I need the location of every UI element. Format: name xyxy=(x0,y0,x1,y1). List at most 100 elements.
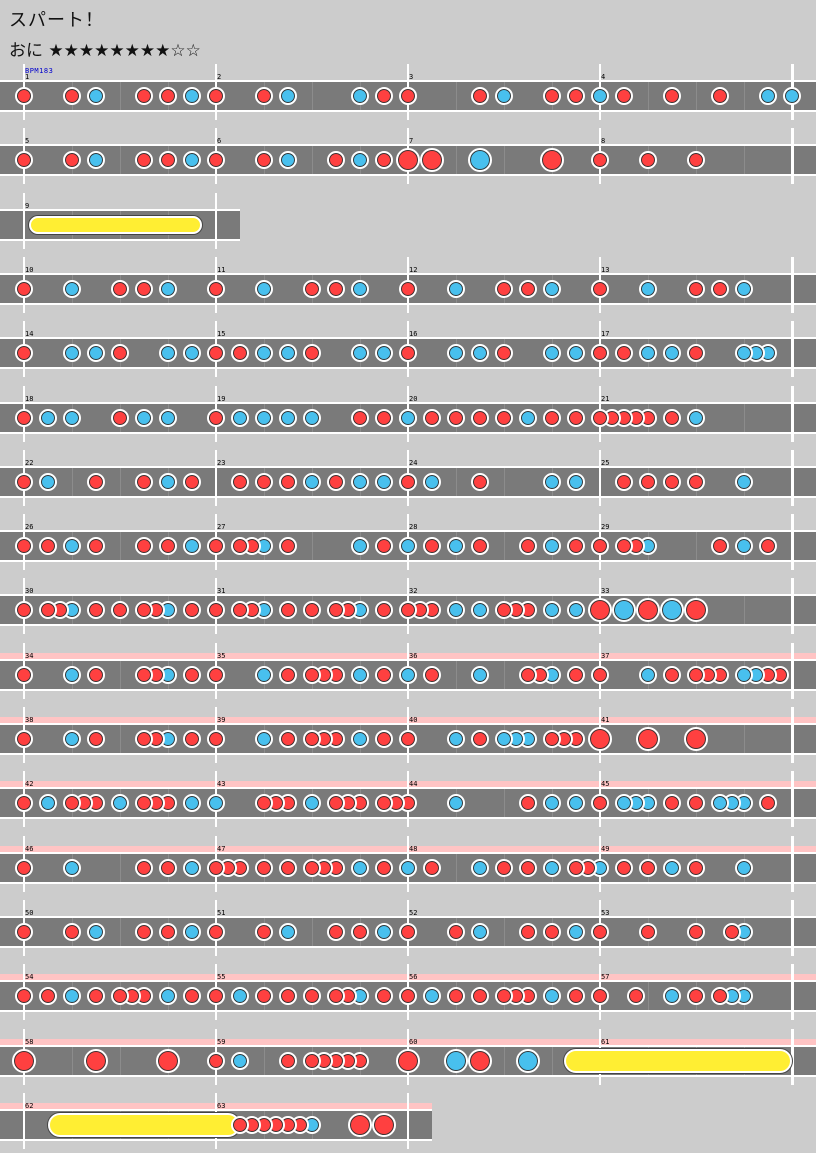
ka-note xyxy=(543,280,561,298)
ka-note xyxy=(375,473,393,491)
drumroll-note xyxy=(29,216,202,234)
don-note xyxy=(207,87,225,105)
measure-number: 61 xyxy=(601,1038,610,1046)
measure-number: 43 xyxy=(217,780,226,788)
ka-note xyxy=(567,923,585,941)
don-note xyxy=(159,537,177,555)
don-note xyxy=(207,601,225,619)
don-note xyxy=(567,537,585,555)
don-note xyxy=(207,730,225,748)
chart-row: 62 63 xyxy=(0,1093,432,1153)
don-note xyxy=(87,666,105,684)
bar-line xyxy=(599,450,601,506)
ka-note xyxy=(159,473,177,491)
ka-note xyxy=(471,344,489,362)
don-note xyxy=(15,473,33,491)
don-note xyxy=(183,666,201,684)
don-note xyxy=(327,923,345,941)
don-note xyxy=(231,1116,249,1134)
ka-note xyxy=(63,537,81,555)
ka-note xyxy=(639,666,657,684)
don-note xyxy=(255,987,273,1005)
measure-number: 25 xyxy=(601,459,610,467)
bar-line xyxy=(792,964,794,1020)
measure-number: 35 xyxy=(217,652,226,660)
measure-number: 60 xyxy=(409,1038,418,1046)
big-don-note xyxy=(420,148,444,172)
don-note xyxy=(87,730,105,748)
don-note xyxy=(519,537,537,555)
measure-number: 18 xyxy=(25,395,34,403)
ka-note xyxy=(183,794,201,812)
don-note xyxy=(663,409,681,427)
beat-line xyxy=(312,82,313,110)
don-note xyxy=(207,987,225,1005)
beat-line xyxy=(552,1047,553,1075)
don-note xyxy=(639,473,657,491)
beat-line xyxy=(504,1047,505,1075)
don-note xyxy=(519,666,537,684)
beat-line xyxy=(120,146,121,174)
ka-note xyxy=(471,666,489,684)
beat-line xyxy=(72,1047,73,1075)
don-note xyxy=(327,151,345,169)
measure-number: 42 xyxy=(25,780,34,788)
don-note xyxy=(687,859,705,877)
don-note xyxy=(399,473,417,491)
don-note xyxy=(327,601,345,619)
don-note xyxy=(87,473,105,491)
ka-note xyxy=(447,730,465,748)
measure-number: 23 xyxy=(217,459,226,467)
ka-note xyxy=(279,344,297,362)
ka-note xyxy=(543,987,561,1005)
don-note xyxy=(759,794,777,812)
beat-line xyxy=(744,725,745,753)
don-note xyxy=(111,987,129,1005)
beat-line xyxy=(456,82,457,110)
difficulty-label: おに xyxy=(9,41,43,61)
ka-note xyxy=(399,409,417,427)
don-note xyxy=(711,537,729,555)
don-note xyxy=(231,473,249,491)
ka-note xyxy=(567,344,585,362)
ka-note xyxy=(783,87,801,105)
don-note xyxy=(255,473,273,491)
don-note xyxy=(15,87,33,105)
beat-line xyxy=(120,725,121,753)
don-note xyxy=(135,923,153,941)
ka-note xyxy=(351,473,369,491)
beat-line xyxy=(504,146,505,174)
ka-note xyxy=(63,859,81,877)
don-note xyxy=(591,409,609,427)
don-note xyxy=(111,344,129,362)
don-note xyxy=(519,859,537,877)
beat-line xyxy=(72,468,73,496)
measure-number: 27 xyxy=(217,523,226,531)
ka-note xyxy=(183,923,201,941)
ka-note xyxy=(159,280,177,298)
chart-row: 10 11 12 13 xyxy=(0,257,816,317)
don-note xyxy=(543,87,561,105)
don-note xyxy=(63,923,81,941)
chart-row: 9 xyxy=(0,193,240,253)
don-note xyxy=(303,344,321,362)
ka-note xyxy=(399,537,417,555)
measure-number: 39 xyxy=(217,716,226,724)
don-note xyxy=(543,730,561,748)
drumroll-note xyxy=(48,1113,240,1137)
chart-row: 30 31 32 33 xyxy=(0,578,816,638)
don-note xyxy=(63,87,81,105)
star-rating: ★★★★★★★★☆☆ xyxy=(48,41,201,61)
measure-number: 31 xyxy=(217,587,226,595)
beat-line xyxy=(744,82,745,110)
don-note xyxy=(687,151,705,169)
bar-line xyxy=(792,128,794,184)
measure-number: 37 xyxy=(601,652,610,660)
beat-line xyxy=(120,918,121,946)
measure-number: 56 xyxy=(409,973,418,981)
don-note xyxy=(543,923,561,941)
don-note xyxy=(711,87,729,105)
don-note xyxy=(279,987,297,1005)
big-don-note xyxy=(684,727,708,751)
don-note xyxy=(303,859,321,877)
